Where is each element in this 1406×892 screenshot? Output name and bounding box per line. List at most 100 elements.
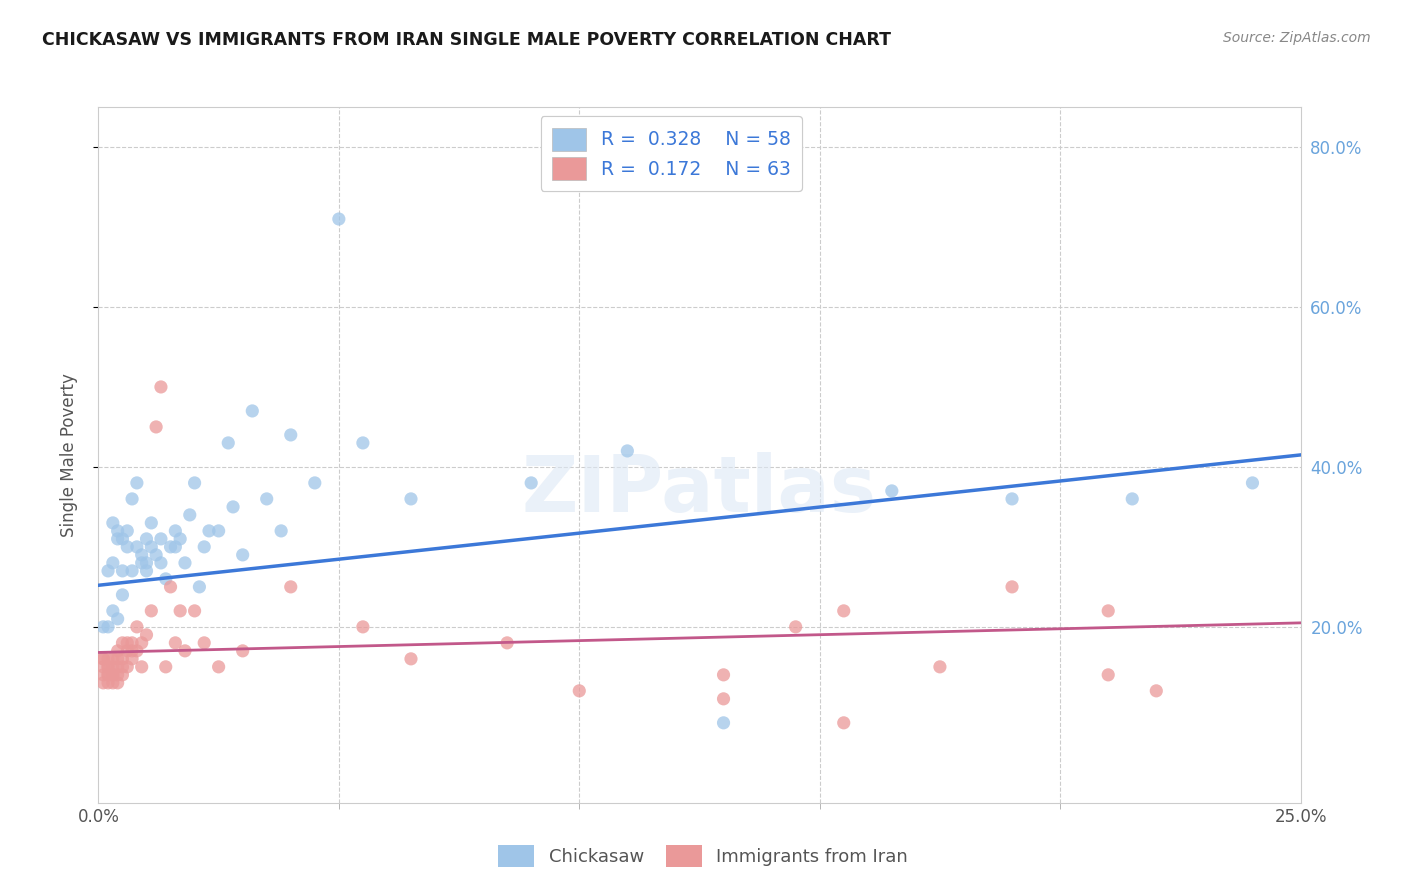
Point [520,475,543,490]
Point [1097,604,1119,618]
Point [101,604,124,618]
Point [832,604,855,618]
Point [149,380,172,394]
Point [121,636,143,650]
Point [107,644,129,658]
Point [97,564,120,578]
Point [880,483,903,498]
Point [135,628,157,642]
Point [1144,683,1167,698]
Point [208,524,231,538]
Point [713,668,735,682]
Point [135,556,157,570]
Point [399,652,422,666]
Point [107,524,129,538]
Point [107,660,129,674]
Point [131,636,153,650]
Point [208,660,231,674]
Point [97,668,120,682]
Point [193,636,215,650]
Point [131,556,153,570]
Point [107,668,129,682]
Point [141,540,163,554]
Point [149,532,172,546]
Point [111,588,134,602]
Point [107,676,129,690]
Point [91,676,114,690]
Point [101,668,124,682]
Point [183,604,205,618]
Point [111,564,134,578]
Point [304,475,326,490]
Point [149,556,172,570]
Point [101,516,124,530]
Point [159,540,181,554]
Point [174,644,197,658]
Point [97,660,120,674]
Point [352,436,374,450]
Point [1097,668,1119,682]
Point [568,683,591,698]
Point [111,660,134,674]
Text: ZIPatlas: ZIPatlas [522,451,877,528]
Point [91,660,114,674]
Point [125,475,148,490]
Point [111,532,134,546]
Point [107,532,129,546]
Point [141,604,163,618]
Point [399,491,422,506]
Point [97,668,120,682]
Point [1121,491,1143,506]
Point [222,500,245,514]
Point [145,420,167,434]
Point [101,660,124,674]
Point [145,548,167,562]
Point [131,548,153,562]
Point [159,580,181,594]
Point [832,715,855,730]
Point [240,404,263,418]
Point [121,564,143,578]
Point [91,652,114,666]
Point [280,580,302,594]
Point [111,668,134,682]
Point [1001,491,1024,506]
Point [169,604,191,618]
Point [928,660,950,674]
Point [121,644,143,658]
Text: CHICKASAW VS IMMIGRANTS FROM IRAN SINGLE MALE POVERTY CORRELATION CHART: CHICKASAW VS IMMIGRANTS FROM IRAN SINGLE… [42,31,891,49]
Point [91,668,114,682]
Point [270,524,292,538]
Point [117,660,139,674]
Point [107,652,129,666]
Point [101,668,124,682]
Text: Source: ZipAtlas.com: Source: ZipAtlas.com [1223,31,1371,45]
Point [256,491,278,506]
Point [232,548,254,562]
Point [280,428,302,442]
Y-axis label: Single Male Poverty: Single Male Poverty [59,373,77,537]
Point [111,652,134,666]
Point [713,691,735,706]
Point [616,444,638,458]
Point [155,572,177,586]
Point [217,436,239,450]
Point [125,620,148,634]
Point [121,491,143,506]
Point [125,540,148,554]
Point [111,636,134,650]
Point [101,556,124,570]
Point [785,620,807,634]
Point [188,580,211,594]
Point [121,652,143,666]
Point [165,636,187,650]
Point [232,644,254,658]
Point [328,212,350,227]
Legend: R =  0.328    N = 58, R =  0.172    N = 63: R = 0.328 N = 58, R = 0.172 N = 63 [540,117,801,191]
Point [165,540,187,554]
Point [125,644,148,658]
Point [352,620,374,634]
Point [131,660,153,674]
Point [174,556,197,570]
Point [155,660,177,674]
